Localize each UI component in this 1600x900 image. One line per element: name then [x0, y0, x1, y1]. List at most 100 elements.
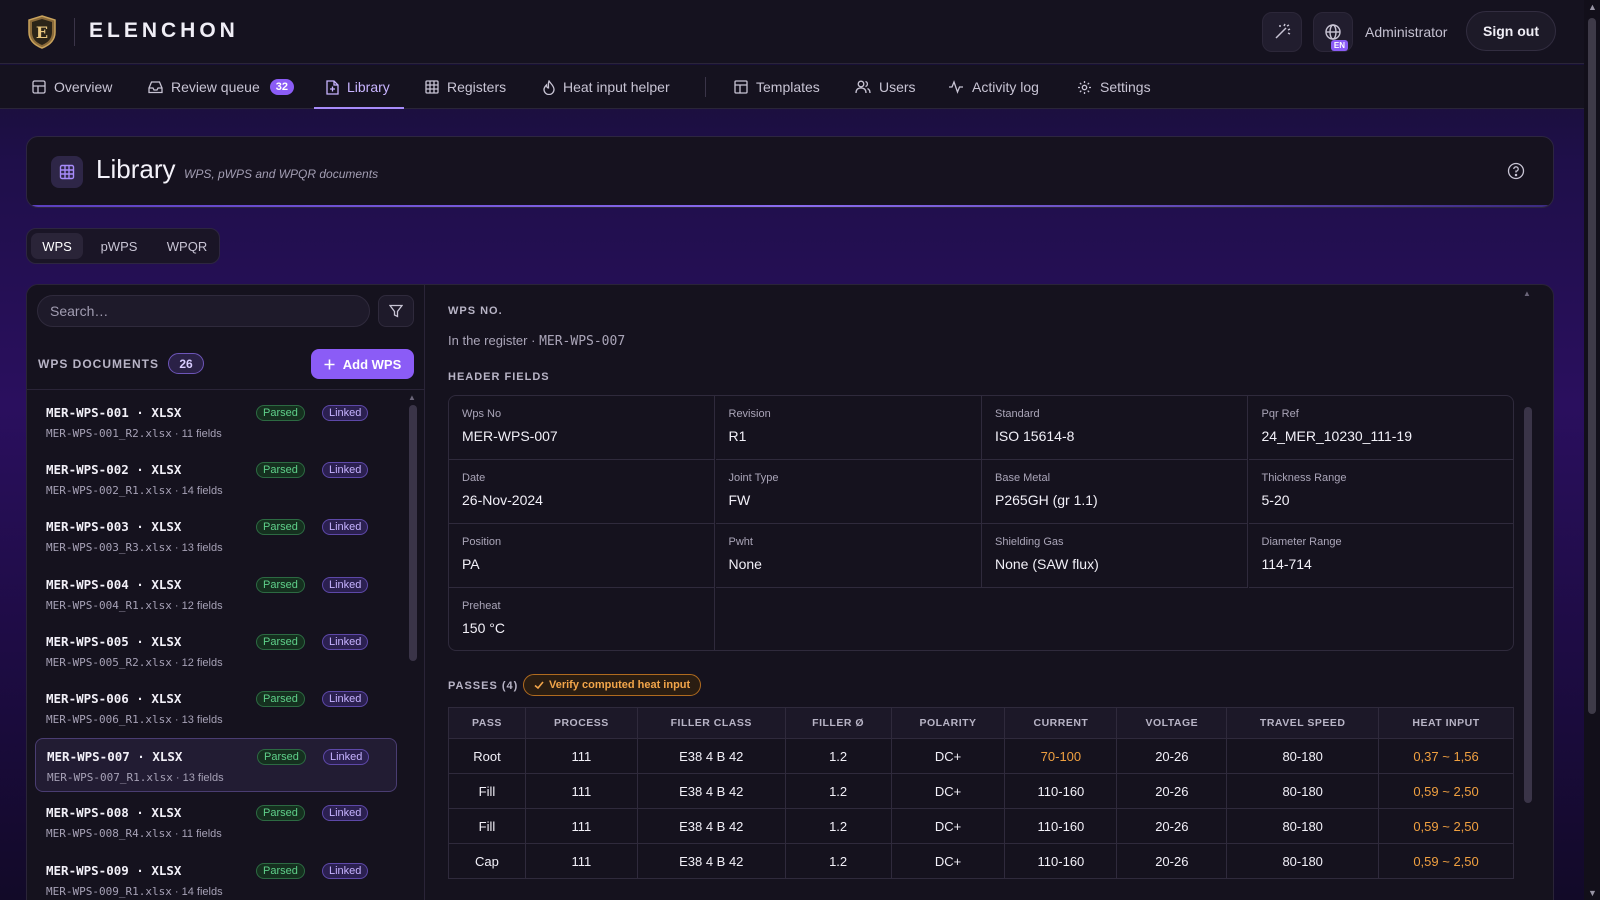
nav-item-settings[interactable]: Settings: [1077, 65, 1151, 109]
document-list-item[interactable]: MER-WPS-005 · XLSX Parsed Linked MER-WPS-00…: [35, 624, 397, 678]
field-label: Revision: [728, 408, 771, 420]
column-header: PROCESS: [524, 707, 638, 739]
nav-item-label: Overview: [54, 79, 113, 95]
header-field: Thickness Range 5-20: [1248, 460, 1513, 524]
document-field-count: · 11 fields: [174, 428, 222, 440]
main-nav: Overview Review queue 32 Library Registe…: [0, 65, 1584, 109]
page-scrollbar-thumb[interactable]: [1588, 18, 1596, 714]
tab-wps[interactable]: WPS: [31, 233, 83, 259]
nav-item-library[interactable]: Library: [314, 65, 404, 109]
file-icon: [326, 79, 339, 95]
scroll-down-arrow-icon[interactable]: ▼: [1588, 888, 1597, 898]
brand-divider: [74, 18, 75, 46]
table-cell: Root: [448, 738, 526, 774]
svg-text:E: E: [36, 23, 48, 42]
linked-badge: Linked: [322, 576, 369, 593]
nav-item-activity-log[interactable]: Activity log: [948, 65, 1039, 109]
field-value: 114-714: [1261, 556, 1312, 572]
table-cell: E38 4 B 42: [636, 808, 786, 844]
library-panel: WPS DOCUMENTS 26 Add WPS MER-WPS-001 · X…: [26, 284, 1554, 900]
table-row[interactable]: Root 111 E38 4 B 42 1.2 DC+ 70-100 20-26 80-180…: [448, 738, 1514, 774]
page-scrollbar[interactable]: ▲ ▼: [1584, 0, 1600, 900]
field-value: R1: [728, 428, 747, 444]
table-row[interactable]: Cap 111 E38 4 B 42 1.2 DC+ 110-160 20-26 80-180…: [448, 843, 1514, 879]
add-wps-button[interactable]: Add WPS: [311, 349, 414, 379]
logo-shield-icon[interactable]: E: [24, 14, 60, 50]
linked-badge: Linked: [322, 862, 369, 879]
document-field-count: · 14 fields: [174, 885, 223, 898]
nav-item-label: Review queue: [171, 79, 260, 95]
document-list-item[interactable]: MER-WPS-002 · XLSX Parsed Linked MER-WPS-00…: [35, 452, 397, 506]
document-filename: MER-WPS-007_R1.xlsx: [47, 771, 173, 785]
document-meta: MER-WPS-004_R1.xlsx · 12 fields: [46, 599, 223, 612]
linked-badge: Linked: [322, 691, 369, 707]
passes-table: PASS PROCESS FILLER CLASS FILLER Ø POLARITY C…: [448, 707, 1514, 879]
tab-pwps[interactable]: pWPS: [100, 238, 138, 254]
scroll-up-arrow-icon[interactable]: ▲: [408, 393, 416, 402]
tab-wpqr[interactable]: WPQR: [166, 238, 208, 254]
document-count-badge: 26: [168, 353, 204, 374]
document-meta: MER-WPS-009_R1.xlsx · 14 fields: [46, 885, 223, 898]
scroll-up-arrow-icon[interactable]: ▲: [1523, 289, 1531, 298]
table-cell: Fill: [448, 773, 526, 809]
help-button[interactable]: [1507, 162, 1525, 185]
document-field-count: · 13 fields: [174, 714, 223, 726]
list-title: WPS DOCUMENTS: [38, 357, 159, 371]
linked-badge: Linked: [322, 805, 369, 822]
field-label: Joint Type: [728, 472, 779, 484]
scroll-up-arrow-icon[interactable]: ▲: [1588, 2, 1597, 12]
nav-item-heat-input-helper[interactable]: Heat input helper: [543, 65, 670, 109]
filter-button[interactable]: [378, 295, 414, 327]
table-cell: 20-26: [1116, 808, 1228, 844]
activity-icon: [949, 80, 963, 94]
header-field: Wps No MER-WPS-007: [449, 396, 715, 460]
header-field: Position PA: [449, 524, 715, 588]
field-value: None: [728, 556, 762, 572]
field-label: Shielding Gas: [995, 536, 1064, 548]
parsed-badge: Parsed: [256, 462, 305, 479]
passes-label: PASSES (4): [448, 680, 519, 692]
add-wps-label: Add WPS: [342, 356, 402, 372]
user-name: Administrator: [1365, 24, 1448, 40]
document-list-item[interactable]: MER-WPS-006 · XLSX Parsed Linked MER-WPS-00…: [35, 681, 397, 735]
field-label: Thickness Range: [1261, 472, 1347, 484]
verify-heat-input-badge[interactable]: Verify computed heat input: [523, 674, 702, 696]
passes-table-body: Root 111 E38 4 B 42 1.2 DC+ 70-100 20-26 80-180…: [448, 738, 1514, 879]
linked-badge: Linked: [323, 749, 370, 766]
table-cell: 111: [524, 738, 638, 774]
table-row[interactable]: Fill 111 E38 4 B 42 1.2 DC+ 110-160 20-26 80-18…: [448, 773, 1514, 809]
nav-item-label: Library: [347, 79, 390, 95]
nav-item-templates[interactable]: Templates: [734, 65, 820, 109]
template-icon: [734, 80, 748, 94]
table-cell: 111: [524, 808, 638, 844]
field-label: Wps No: [462, 408, 502, 420]
header-fields-grid: Wps No MER-WPS-007 Revision R1 Standard ISO 1…: [448, 395, 1514, 651]
sign-out-button[interactable]: Sign out: [1466, 11, 1556, 51]
language-button[interactable]: EN: [1313, 12, 1353, 52]
nav-item-users[interactable]: Users: [855, 65, 916, 109]
document-list-item[interactable]: MER-WPS-004 · XLSX Parsed Linked MER-WPS-00…: [35, 567, 397, 621]
search-input[interactable]: [37, 295, 370, 327]
nav-item-overview[interactable]: Overview: [32, 65, 112, 109]
field-value: 24_MER_10230_111-19: [1261, 428, 1413, 444]
document-list-item[interactable]: MER-WPS-001 · XLSX Parsed Linked MER-WPS-00…: [35, 395, 397, 449]
document-list-item[interactable]: MER-WPS-007 · XLSX Parsed Linked MER-WPS-00…: [35, 738, 397, 793]
nav-item-review-queue[interactable]: Review queue 32: [148, 65, 294, 109]
users-icon: [855, 80, 871, 94]
detail-scrollbar[interactable]: [1524, 407, 1532, 803]
list-scrollbar[interactable]: [409, 405, 417, 661]
field-value: 5-20: [1261, 492, 1290, 508]
document-meta: MER-WPS-003_R3.xlsx · 13 fields: [46, 541, 223, 554]
document-filename: MER-WPS-009_R1.xlsx: [46, 884, 172, 898]
table-row[interactable]: Fill 111 E38 4 B 42 1.2 DC+ 110-160 20-26 80-18…: [448, 808, 1514, 844]
document-list-item[interactable]: MER-WPS-009 · XLSX Parsed Linked MER-WPS-00…: [35, 853, 397, 900]
document-list-item[interactable]: MER-WPS-008 · XLSX Parsed Linked MER-WPS-00…: [35, 795, 397, 849]
nav-item-registers[interactable]: Registers: [425, 65, 506, 109]
magic-wand-button[interactable]: [1262, 12, 1302, 52]
column-header: TRAVEL SPEED: [1226, 707, 1380, 739]
document-meta: MER-WPS-008_R4.xlsx · 11 fields: [46, 827, 222, 840]
dashboard-icon: [32, 80, 46, 94]
document-list-item[interactable]: MER-WPS-003 · XLSX Parsed Linked MER-WPS-00…: [35, 509, 397, 563]
table-cell: 0,59 ~ 2,50: [1378, 773, 1514, 809]
document-filename: MER-WPS-006_R1.xlsx: [46, 713, 172, 726]
